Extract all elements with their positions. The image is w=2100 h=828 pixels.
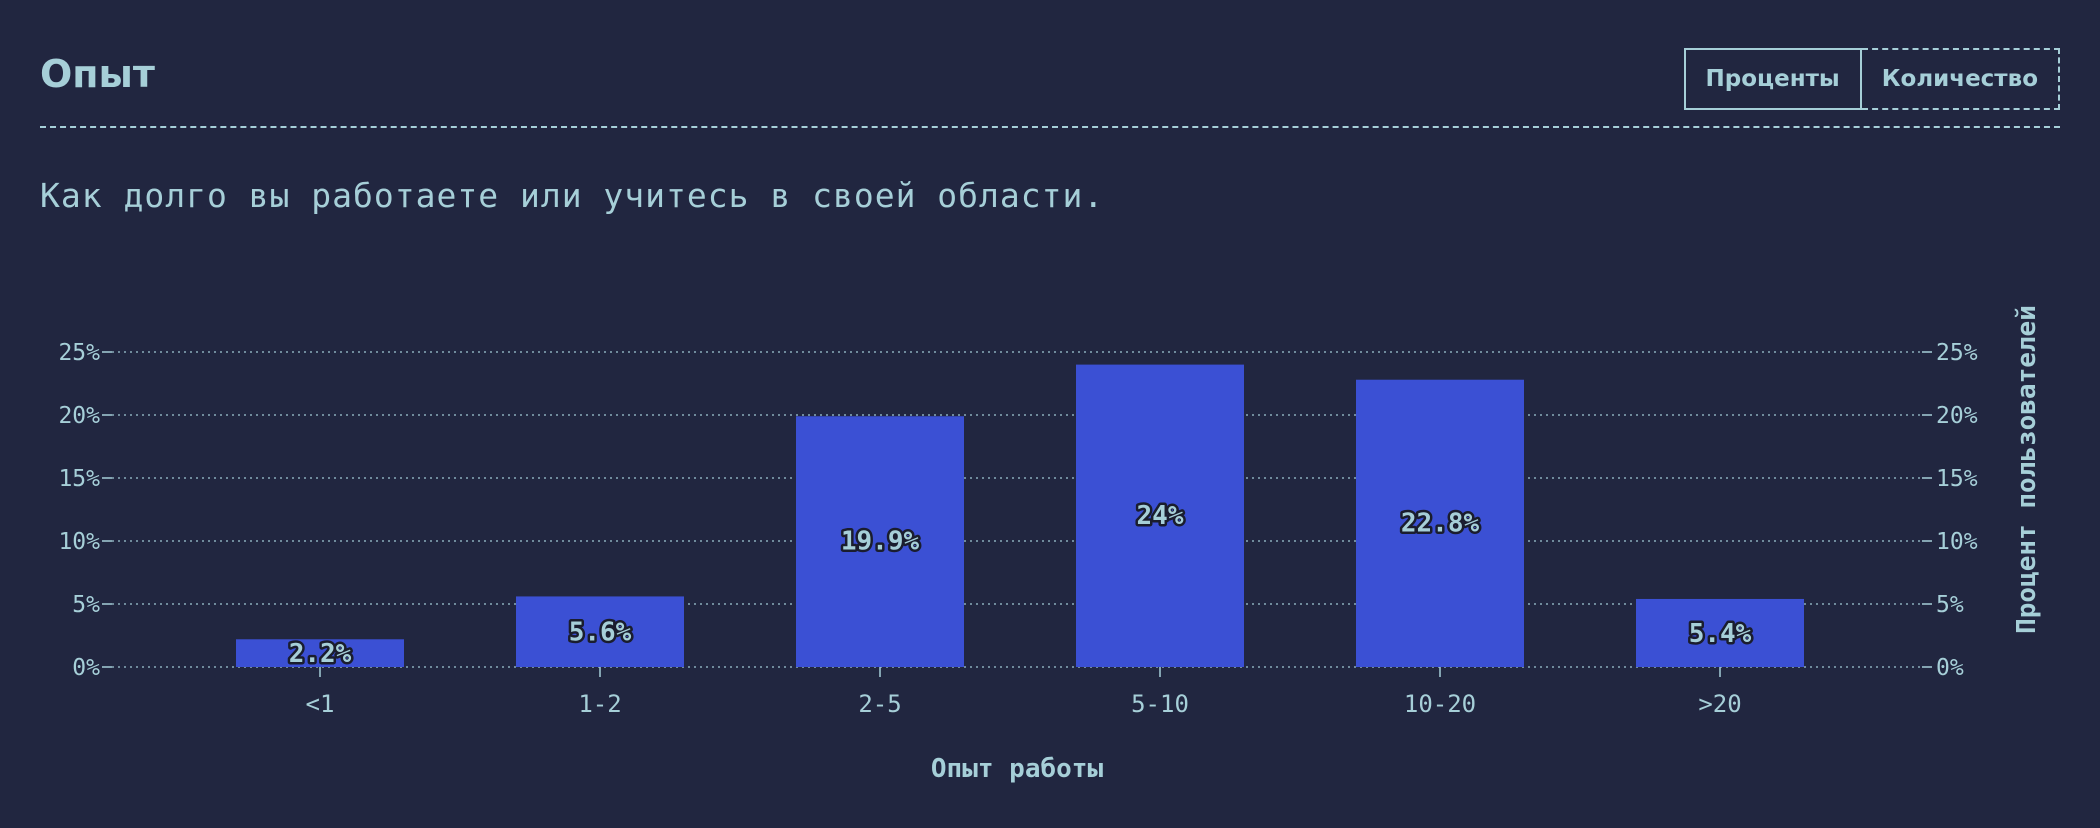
question-text: Как долго вы работаете или учитесь в сво…: [40, 176, 1105, 215]
x-tick-label: 10-20: [1404, 690, 1476, 718]
x-axis-title: Опыт работы: [931, 754, 1104, 784]
data-label: 19.9%: [841, 527, 920, 557]
data-labels: 2.2% 5.6% 19.9% 24% 22.8% 5.4%: [286, 498, 1754, 671]
y-tick-label-right: 20%: [1936, 403, 1978, 429]
x-tick-label: >20: [1698, 690, 1741, 718]
y-tick-label-right: 15%: [1936, 466, 1978, 492]
grid-lines: [112, 351, 1922, 668]
section-header: Опыт Проценты Количество: [40, 48, 2060, 128]
y-tick-label-left: 25%: [58, 340, 100, 366]
y-axis-title: Процент пользователей: [2012, 305, 2042, 634]
bar: [1356, 379, 1524, 667]
bar: [796, 416, 964, 667]
y-tick-label-left: 20%: [58, 403, 100, 429]
bars: [236, 364, 1804, 667]
y-tick-label-right: 25%: [1936, 340, 1978, 366]
bar: [1076, 364, 1244, 667]
x-tick-label: <1: [306, 690, 335, 718]
y-tick-label-right: 0%: [1936, 655, 1964, 681]
header-divider: [40, 126, 2060, 128]
data-label: 5.4%: [1689, 619, 1752, 649]
data-label: 2.2%: [289, 639, 352, 669]
data-label: 5.6%: [569, 618, 632, 648]
view-toggle: Проценты Количество: [1683, 48, 2060, 110]
count-toggle-button[interactable]: Количество: [1861, 48, 2060, 110]
bar: [1636, 598, 1804, 667]
y-tick-label-left: 0%: [72, 655, 100, 681]
x-tick-label: 1-2: [578, 690, 621, 718]
y-tick-label-right: 5%: [1936, 592, 1964, 618]
bar: [516, 596, 684, 667]
y-tick-label-right: 10%: [1936, 529, 1978, 555]
axes: 0% 0% 5% 5% 10% 10% 15% 15% 20% 20% 25% 25% <1 1-2 2-5…: [58, 340, 1977, 718]
section-title: Опыт: [40, 52, 155, 96]
percent-toggle-button[interactable]: Проценты: [1683, 48, 1862, 110]
y-tick-label-left: 15%: [58, 466, 100, 492]
data-label: 22.8%: [1401, 508, 1480, 538]
x-tick-label: 5-10: [1131, 690, 1189, 718]
data-label: 24%: [1137, 501, 1184, 531]
y-tick-label-left: 10%: [58, 529, 100, 555]
x-tick-label: 2-5: [858, 690, 901, 718]
y-tick-label-left: 5%: [72, 592, 100, 618]
bar: [236, 639, 404, 667]
